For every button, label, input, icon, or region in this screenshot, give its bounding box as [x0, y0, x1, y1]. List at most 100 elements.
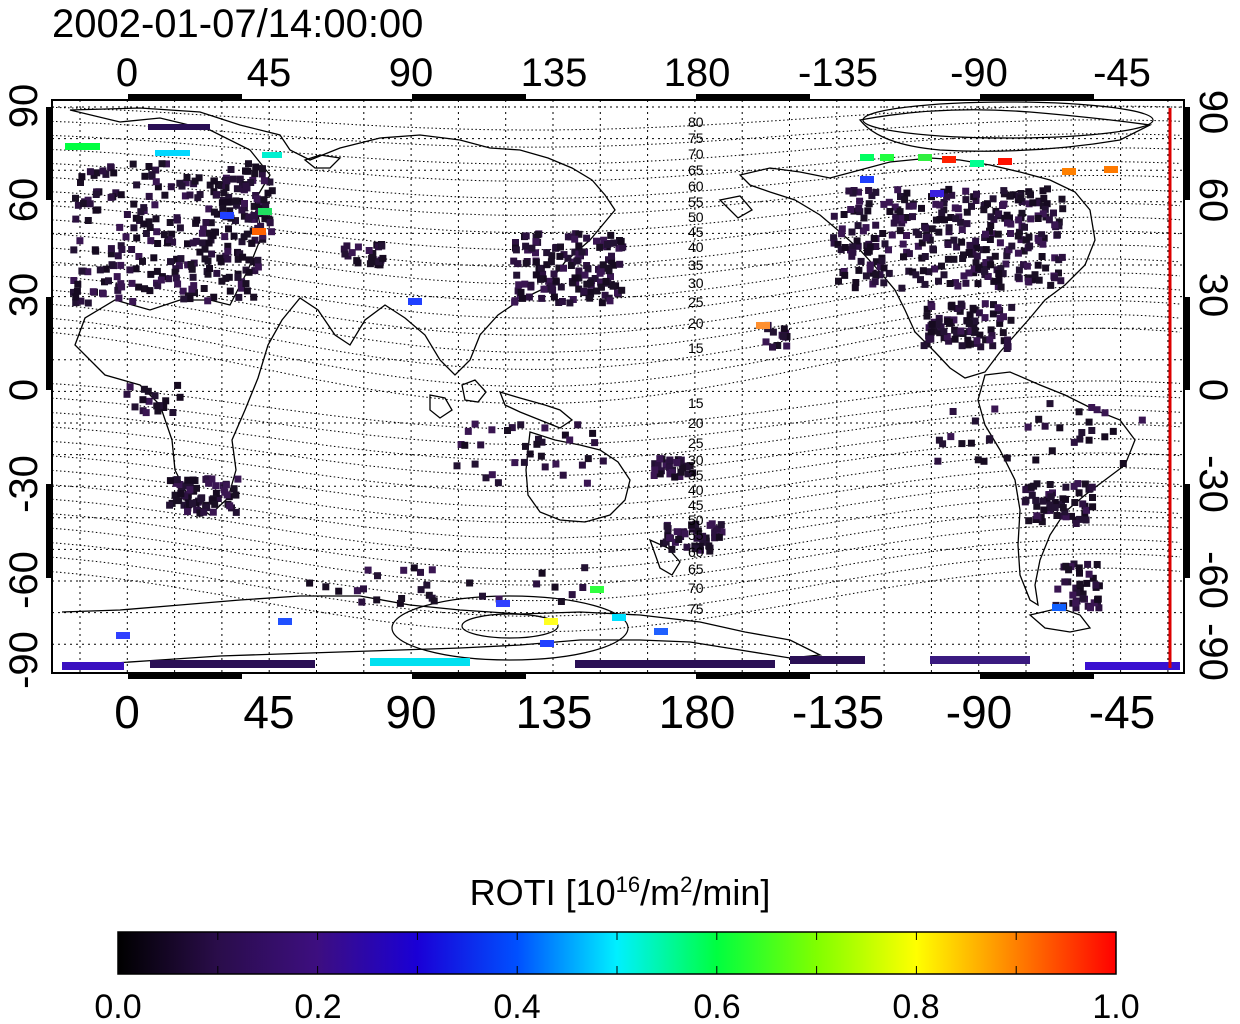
roti-pixel [940, 199, 948, 206]
roti-pixel [673, 528, 681, 536]
roti-pixel [171, 268, 179, 276]
roti-pixel [354, 243, 362, 251]
roti-pixel [129, 298, 137, 305]
roti-pixel [166, 477, 174, 485]
left-tick-label: 60 [2, 178, 46, 223]
roti-pixel [864, 207, 872, 215]
roti-pixel [830, 212, 838, 220]
roti-pixel [675, 536, 683, 543]
roti-pixel [232, 217, 239, 225]
roti-pixel [1015, 266, 1023, 274]
roti-pixel [234, 273, 242, 281]
roti-pixel [1055, 256, 1063, 264]
colorbar-title-sup2: 2 [680, 872, 693, 897]
roti-pixel [691, 545, 699, 553]
roti-pixel [903, 189, 911, 197]
roti-pixel [182, 179, 190, 187]
roti-pixel [973, 244, 980, 251]
roti-pixel [1119, 460, 1127, 467]
bottom-tick-label: -135 [792, 686, 884, 738]
roti-pixel [224, 255, 232, 263]
roti-pixel [152, 166, 160, 174]
mlat-label: 35 [688, 467, 704, 483]
roti-strip [62, 662, 124, 670]
roti-pixel [575, 242, 583, 250]
roti-pixel [986, 227, 993, 235]
roti-pixel [160, 231, 168, 239]
roti-highlight [860, 176, 874, 183]
roti-pixel [123, 390, 131, 398]
roti-pixel [593, 237, 600, 245]
roti-pixel [557, 243, 564, 251]
roti-pixel [73, 287, 81, 295]
roti-pixel [77, 179, 84, 186]
roti-pixel [656, 455, 664, 463]
roti-pixel [549, 286, 557, 294]
roti-pixel [940, 328, 948, 336]
roti-pixel [935, 436, 943, 444]
roti-pixel [870, 235, 878, 242]
roti-pixel [947, 433, 955, 441]
roti-pixel [1018, 209, 1026, 217]
roti-pixel [1004, 219, 1011, 227]
roti-highlight [1062, 168, 1076, 175]
roti-pixel [1079, 594, 1087, 602]
roti-pixel [1062, 513, 1070, 521]
roti-pixel [1008, 303, 1016, 311]
graticule-grid [52, 100, 1184, 673]
roti-pixel [145, 192, 153, 200]
roti-pixel [1028, 491, 1036, 499]
roti-pixel [543, 261, 551, 269]
roti-pixel [1061, 508, 1069, 516]
roti-pixel [341, 250, 349, 258]
roti-pixel [1065, 566, 1073, 574]
roti-pixel [112, 189, 120, 197]
roti-pixel [593, 287, 601, 295]
roti-pixel [931, 265, 938, 273]
roti-pixel [944, 255, 952, 263]
roti-pixel [855, 266, 863, 274]
roti-pixel [226, 502, 234, 510]
roti-pixel [144, 387, 152, 395]
roti-pixel [1092, 581, 1100, 589]
roti-pixel [1025, 233, 1033, 241]
roti-pixel [567, 262, 575, 269]
roti-pixel [581, 271, 589, 279]
roti-pixel [715, 533, 723, 541]
bottom-tick-bar [412, 673, 526, 679]
roti-pixel [165, 275, 173, 283]
roti-pixel [245, 256, 253, 264]
roti-pixel [604, 264, 612, 272]
mlat-contour-south [51, 553, 1181, 617]
roti-pixel [912, 228, 920, 236]
roti-pixel [1043, 496, 1051, 504]
roti-pixel [166, 219, 174, 226]
roti-pixel [578, 248, 586, 256]
roti-pixel [1044, 185, 1051, 193]
bottom-tick-label: 45 [243, 686, 294, 738]
right-tick-label: -60 [1191, 551, 1235, 609]
roti-pixel [868, 192, 876, 200]
roti-pixel [471, 420, 479, 428]
roti-pixel [857, 257, 865, 265]
map-title: 2002-01-07/14:00:00 [52, 2, 424, 46]
roti-strip [148, 124, 210, 130]
roti-pixel [396, 599, 404, 607]
roti-pixel [575, 285, 583, 293]
roti-pixel [888, 231, 896, 239]
top-tick-bar [128, 94, 242, 100]
roti-pixel [195, 174, 203, 182]
roti-pixel [1024, 277, 1032, 285]
roti-pixel [250, 293, 258, 301]
roti-pixel [1071, 499, 1079, 506]
roti-pixel [552, 277, 560, 285]
roti-pixel [211, 500, 219, 508]
roti-pixel [417, 586, 425, 594]
colorbar-tick-labels: 0.0 0.2 0.4 0.6 0.8 1.0 [94, 988, 1139, 1024]
colorbar-tick-label: 0.6 [693, 988, 740, 1024]
roti-pixel [242, 182, 250, 190]
mlat-label: 55 [688, 527, 704, 543]
roti-pixel [117, 191, 125, 199]
roti-pixel [398, 595, 406, 602]
roti-pixel [139, 257, 146, 265]
